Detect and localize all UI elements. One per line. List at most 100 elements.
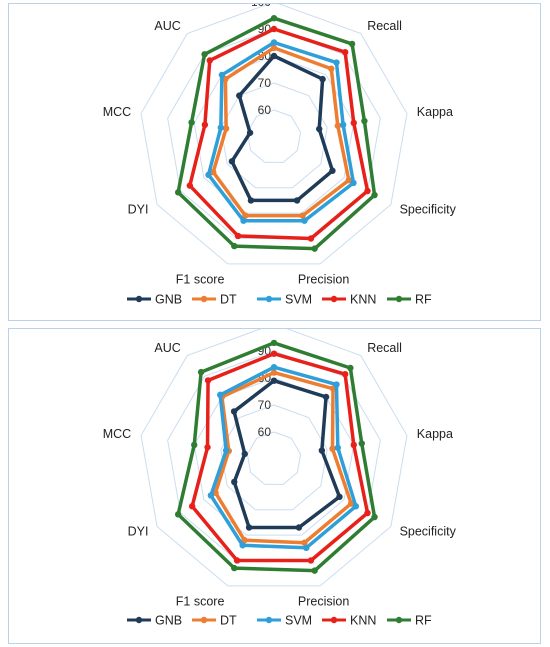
data-point [245, 524, 253, 531]
data-point [270, 15, 278, 22]
legend-marker [265, 295, 273, 303]
data-point [347, 364, 354, 372]
legend-label: SVM [285, 614, 312, 628]
grid-ring [220, 82, 328, 189]
series-line [176, 16, 377, 251]
series-dt [212, 369, 355, 546]
data-point [371, 513, 378, 521]
data-point [216, 391, 224, 399]
grid-ring [220, 404, 328, 511]
legend-marker [135, 295, 143, 303]
series-knn [188, 350, 371, 564]
data-point [322, 393, 330, 401]
legend-label: SVM [285, 293, 312, 307]
series-line [211, 46, 351, 218]
data-point [364, 187, 371, 195]
series-line [176, 341, 377, 573]
data-point [270, 25, 278, 33]
legend-label: DT [220, 293, 237, 307]
grid-ring [193, 377, 355, 536]
grid-ring [246, 109, 302, 163]
data-point [197, 368, 205, 376]
legend-item: RF [387, 614, 432, 628]
tick-label: 70 [258, 398, 272, 412]
legend-item: KNN [322, 293, 376, 307]
data-point [293, 197, 301, 204]
legend-item: KNN [322, 614, 376, 628]
data-point [188, 119, 195, 126]
data-point [222, 447, 230, 454]
series-svm [207, 364, 360, 552]
axis-label: AUC [154, 341, 180, 355]
series-line [188, 27, 370, 241]
data-point [311, 567, 318, 574]
series-rf [174, 339, 378, 574]
axis-label: F1 score [176, 272, 225, 286]
legend-label: DT [220, 614, 237, 628]
data-point [240, 217, 247, 224]
data-point [233, 557, 241, 564]
data-point [228, 158, 236, 165]
legend-marker [395, 616, 403, 624]
series-dt [210, 44, 353, 219]
data-point [188, 503, 196, 510]
data-point [231, 564, 238, 572]
data-point [350, 179, 357, 187]
data-point [207, 492, 215, 499]
data-point [333, 59, 340, 66]
axis-label: Recall [367, 341, 402, 355]
series-line [190, 351, 370, 563]
data-point [334, 444, 342, 451]
data-point [318, 447, 326, 454]
data-point [218, 71, 226, 79]
grid-ring [140, 4, 408, 265]
radar-chart-panel-1: 60708090100AccuracyRecallKappaSpecificit… [8, 3, 541, 321]
data-point [270, 339, 278, 347]
data-point [204, 444, 211, 451]
data-point [270, 364, 278, 371]
series-gnb [228, 52, 336, 204]
data-point [364, 509, 371, 517]
data-point [241, 536, 248, 544]
legend-item: GNB [127, 614, 182, 628]
radar-chart-1: 60708090100AccuracyRecallKappaSpecificit… [103, 4, 457, 307]
data-point [270, 369, 278, 376]
data-point [339, 121, 347, 129]
data-point [350, 119, 357, 127]
tick-label: 100 [251, 329, 271, 331]
legend-marker [330, 616, 338, 624]
series-rf [174, 15, 378, 252]
data-point [303, 544, 310, 552]
data-point [311, 245, 318, 252]
data-point [236, 92, 243, 99]
axis-label: F1 score [176, 594, 225, 608]
axis-label: AUC [154, 19, 180, 33]
axis-label: MCC [103, 105, 131, 119]
axis-label: MCC [103, 427, 131, 441]
data-point [333, 381, 340, 388]
data-point [217, 124, 225, 131]
series-line [213, 370, 353, 545]
grid-ring [246, 431, 302, 485]
data-point [316, 125, 323, 133]
legend-marker [135, 616, 143, 624]
data-point [345, 177, 353, 184]
axis-label: Kappa [417, 105, 453, 119]
data-point [191, 441, 198, 449]
tick-label: 60 [258, 103, 272, 117]
data-point [334, 122, 342, 129]
legend-label: KNN [350, 614, 376, 628]
series-knn [186, 25, 371, 242]
data-point [174, 189, 182, 196]
tick-label: 60 [258, 425, 272, 439]
data-point [358, 440, 365, 447]
data-point [341, 48, 349, 56]
legend-marker [395, 295, 403, 303]
data-point [329, 445, 336, 452]
data-point [210, 168, 217, 176]
data-point [242, 212, 249, 219]
axis-label: DYI [128, 525, 149, 539]
data-point [201, 51, 208, 58]
legend-item: SVM [257, 614, 312, 628]
data-point [186, 182, 194, 189]
